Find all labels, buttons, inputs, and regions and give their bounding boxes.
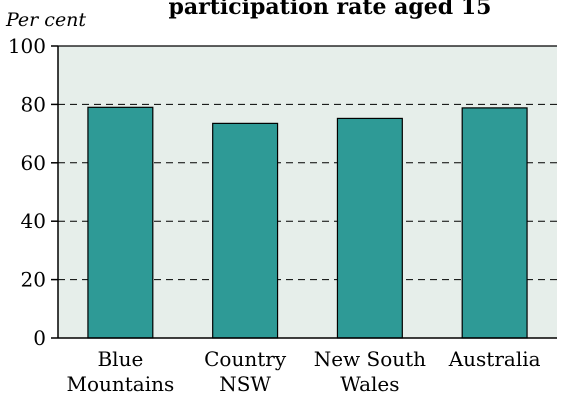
bar [212, 122, 279, 339]
x-tick-label: Australia [448, 347, 541, 371]
chart-title: participation rate aged 15 [169, 0, 492, 20]
x-tick-label: New South [314, 347, 426, 371]
y-tick-label: 80 [21, 92, 46, 116]
y-tick-label: 0 [33, 326, 46, 350]
x-tick-label: Wales [340, 372, 399, 396]
y-tick-label: 40 [21, 209, 46, 233]
y-tick-label: 100 [8, 34, 46, 58]
x-tick-label: Country [204, 347, 287, 371]
bar [87, 106, 154, 339]
x-tick-label: NSW [219, 372, 271, 396]
y-axis-label: Per cent [5, 9, 86, 31]
bar [336, 117, 403, 339]
y-tick-label: 60 [21, 151, 46, 175]
x-tick-label: Blue [97, 347, 143, 371]
x-tick-label: Mountains [66, 372, 174, 396]
bar [461, 107, 528, 339]
y-tick-label: 20 [21, 268, 46, 292]
